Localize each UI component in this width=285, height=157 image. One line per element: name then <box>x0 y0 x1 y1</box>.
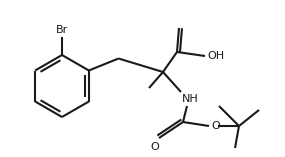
Text: O: O <box>151 142 159 152</box>
Text: Br: Br <box>56 25 68 35</box>
Text: NH: NH <box>182 94 199 104</box>
Text: O: O <box>211 121 220 131</box>
Text: OH: OH <box>207 51 224 61</box>
